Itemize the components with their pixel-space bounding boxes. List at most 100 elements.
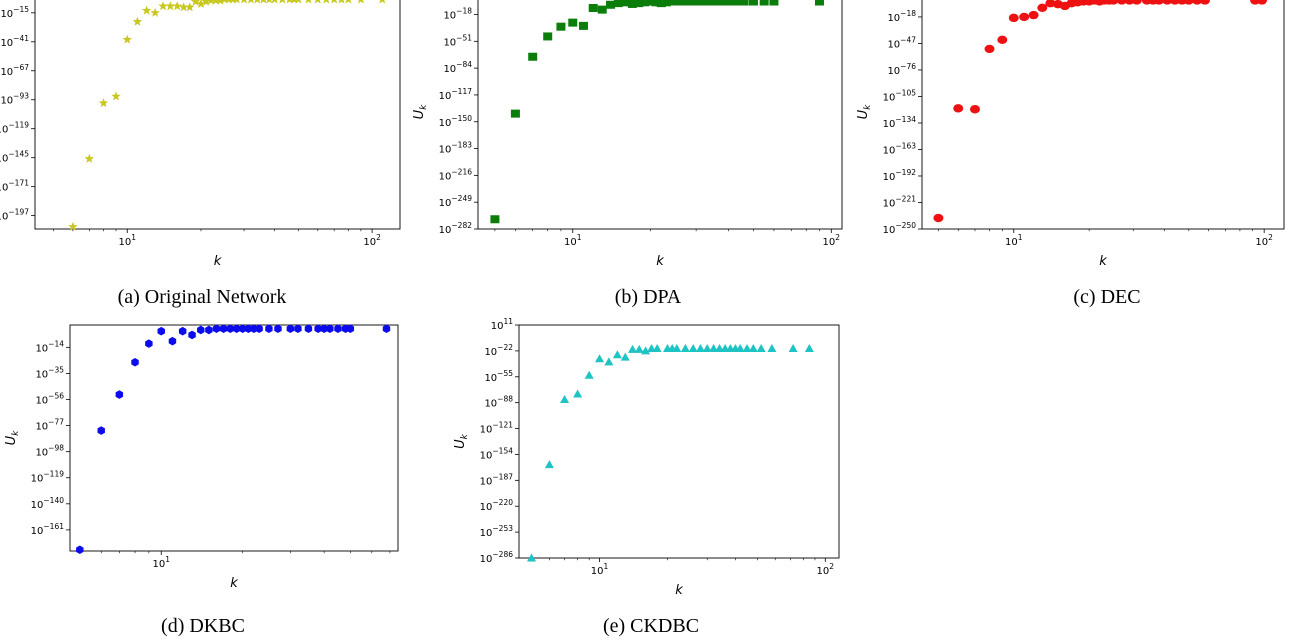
data-point: [997, 35, 1008, 44]
data-point: [131, 357, 139, 367]
panel-caption: (c) DEC: [1073, 286, 1140, 308]
data-point: [1108, 0, 1119, 5]
data-point: [1183, 0, 1194, 5]
data-point: [274, 324, 282, 334]
data-point: [543, 32, 553, 41]
data-point: [212, 0, 220, 5]
data-point: [702, 344, 712, 353]
data-point: [767, 344, 777, 353]
data-point: [1199, 0, 1210, 5]
data-point: [122, 34, 132, 44]
data-point: [286, 324, 295, 334]
x-tick-label: 101: [152, 555, 170, 570]
data-point: [969, 105, 980, 114]
y-tick-label: 10−119: [0, 121, 29, 136]
data-point: [188, 330, 196, 340]
y-tick-label: 10−119: [31, 470, 65, 485]
data-point: [933, 213, 944, 223]
data-point: [178, 2, 189, 12]
y-tick-label: 10−98: [35, 444, 64, 459]
axes-frame: [69, 324, 399, 552]
x-tick-label: 102: [817, 562, 835, 577]
data-point: [634, 0, 644, 8]
y-tick-label: 10−187: [480, 472, 514, 487]
y-tick-label: 10−171: [0, 179, 29, 194]
y-tick-label: 10−183: [439, 141, 473, 156]
data-point: [698, 0, 708, 6]
data-point: [98, 98, 109, 108]
data-point: [612, 350, 622, 359]
series-points: [76, 324, 391, 555]
data-point: [233, 0, 240, 4]
data-point: [1045, 0, 1056, 8]
data-point: [168, 336, 177, 346]
y-axis-label: Uk: [453, 433, 470, 449]
y-tick-label: 1011: [491, 317, 514, 332]
data-point: [652, 344, 662, 353]
series-points: [490, 0, 824, 224]
y-tick-label: 10−15: [0, 5, 29, 20]
axes-frame: [477, 0, 843, 230]
data-point: [640, 0, 650, 7]
y-tick-label: 10−253: [480, 524, 514, 539]
data-point: [248, 0, 254, 4]
data-point: [814, 0, 824, 6]
data-point: [620, 352, 630, 361]
axes-frame: [34, 0, 401, 230]
data-point: [190, 0, 201, 6]
data-point: [334, 324, 342, 334]
x-axis-label: k: [214, 254, 222, 269]
y-tick-label: 10−41: [0, 34, 29, 49]
data-point: [357, 0, 364, 4]
data-point: [216, 0, 224, 5]
data-point: [225, 0, 232, 4]
data-point: [1153, 0, 1164, 5]
data-point: [723, 0, 733, 6]
data-point: [688, 344, 698, 353]
data-point: [1256, 0, 1267, 5]
data-point: [646, 0, 656, 6]
y-tick-label: 10−250: [883, 221, 917, 236]
data-point: [254, 0, 261, 4]
data-point: [157, 326, 165, 336]
chart-panel: 10−18 10−51 10−84 10−117 10−150 10−183 10−216 1…: [412, 0, 843, 308]
data-point: [295, 0, 302, 4]
data-point: [1028, 10, 1039, 20]
data-point: [756, 344, 766, 353]
y-tick-label: 10−192: [883, 168, 917, 183]
data-point: [158, 1, 168, 11]
data-point: [219, 324, 228, 334]
data-point: [588, 4, 598, 12]
y-tick-label: 10−76: [887, 62, 916, 77]
x-axis-label: k: [656, 254, 664, 269]
panel-caption: (d) DKBC: [161, 615, 245, 637]
data-point: [212, 324, 221, 334]
data-point: [165, 1, 176, 11]
series-points: [933, 0, 1267, 223]
data-point: [627, 0, 637, 8]
y-tick-label: 10−121: [480, 421, 514, 436]
data-point: [382, 324, 391, 334]
data-point: [76, 545, 84, 555]
y-tick-label: 10−47: [887, 35, 916, 50]
data-point: [735, 344, 745, 353]
data-point: [490, 215, 500, 224]
data-point: [748, 344, 758, 353]
x-axis-label: k: [675, 583, 683, 598]
y-tick-label: 10−161: [31, 522, 65, 537]
y-tick-label: 10−145: [0, 150, 29, 165]
y-tick-label: 10−22: [484, 343, 513, 358]
data-point: [185, 2, 195, 12]
data-point: [141, 5, 152, 15]
data-point: [584, 370, 594, 379]
data-point: [573, 389, 583, 398]
series-points: [68, 0, 386, 231]
y-tick-label: 10−286: [480, 550, 514, 565]
data-point: [691, 0, 701, 6]
data-point: [314, 0, 321, 4]
data-point: [1131, 0, 1142, 5]
data-point: [196, 0, 206, 8]
x-tick-label: 101: [591, 562, 609, 577]
y-tick-label: 10−220: [480, 498, 514, 513]
